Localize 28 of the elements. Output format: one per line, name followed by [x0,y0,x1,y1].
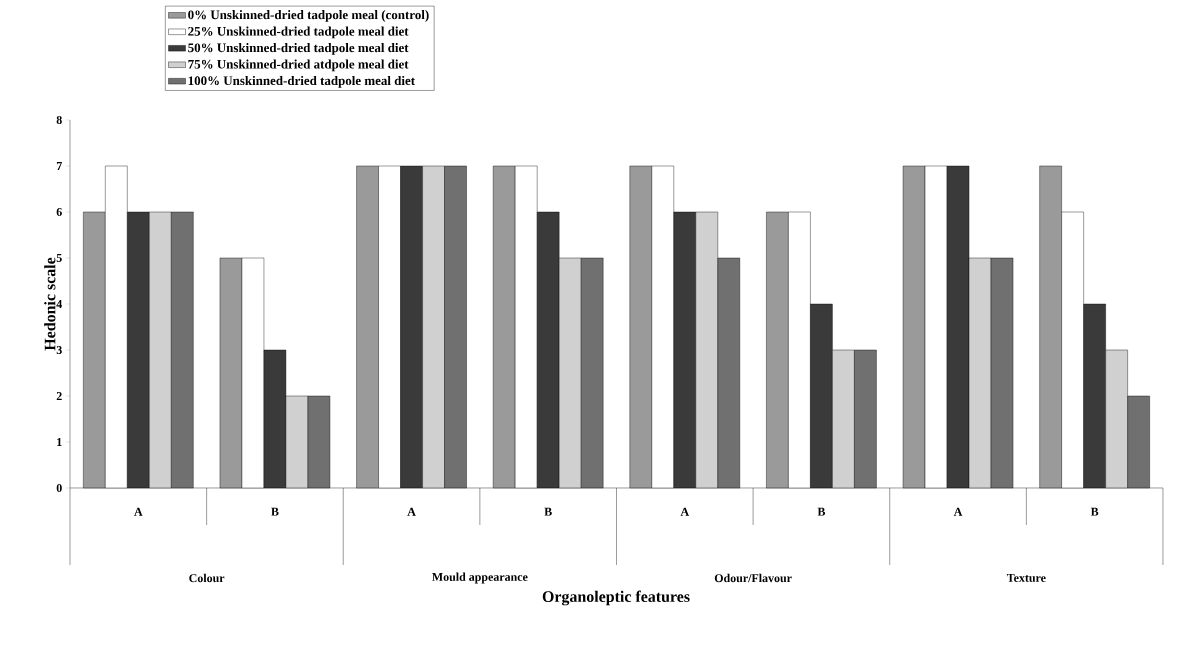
x-tick-label: A [407,507,416,516]
x-tick-label: B [817,507,826,516]
y-axis-title: Hedonic scale [44,257,56,351]
y-tick-label: 8 [56,115,62,125]
y-tick-label: 7 [56,162,62,170]
x-tick-label: A [953,507,963,516]
legend-label: 0% Unskinned-dried tadpole meal (control) [188,10,429,22]
y-tick-label: 2 [56,392,62,400]
text: Mould appearance [432,572,528,584]
x-tick-label: B [1090,507,1099,516]
x-axis-title: Organoleptic features [542,590,690,606]
y-tick-label: 1 [57,438,62,446]
text: Colour [189,573,225,583]
x-tick-label: A [680,507,690,516]
text: Texture [1006,574,1046,582]
text: Odour/Flavour [714,573,792,583]
y-tick-label: 3 [56,345,62,354]
y-tick-label: 0 [56,483,62,493]
legend-label: 75% Unskinned-dried atdpole meal diet [188,59,409,72]
y-tick-label: 4 [56,300,63,308]
x-tick-label: A [134,507,143,516]
legend-label: 50% Unskinned-dried tadpole meal diet [188,43,409,55]
x-tick-label: B [271,507,279,516]
legend-label: 100% Unskinned-dried tadpole meal diet [188,75,415,88]
legend-label: 25% Unskinned-dried tadpole meal diet [188,26,409,39]
y-tick-label: 6 [56,207,62,216]
y-tick-label: 5 [56,254,62,262]
x-tick-label: B [544,507,552,516]
